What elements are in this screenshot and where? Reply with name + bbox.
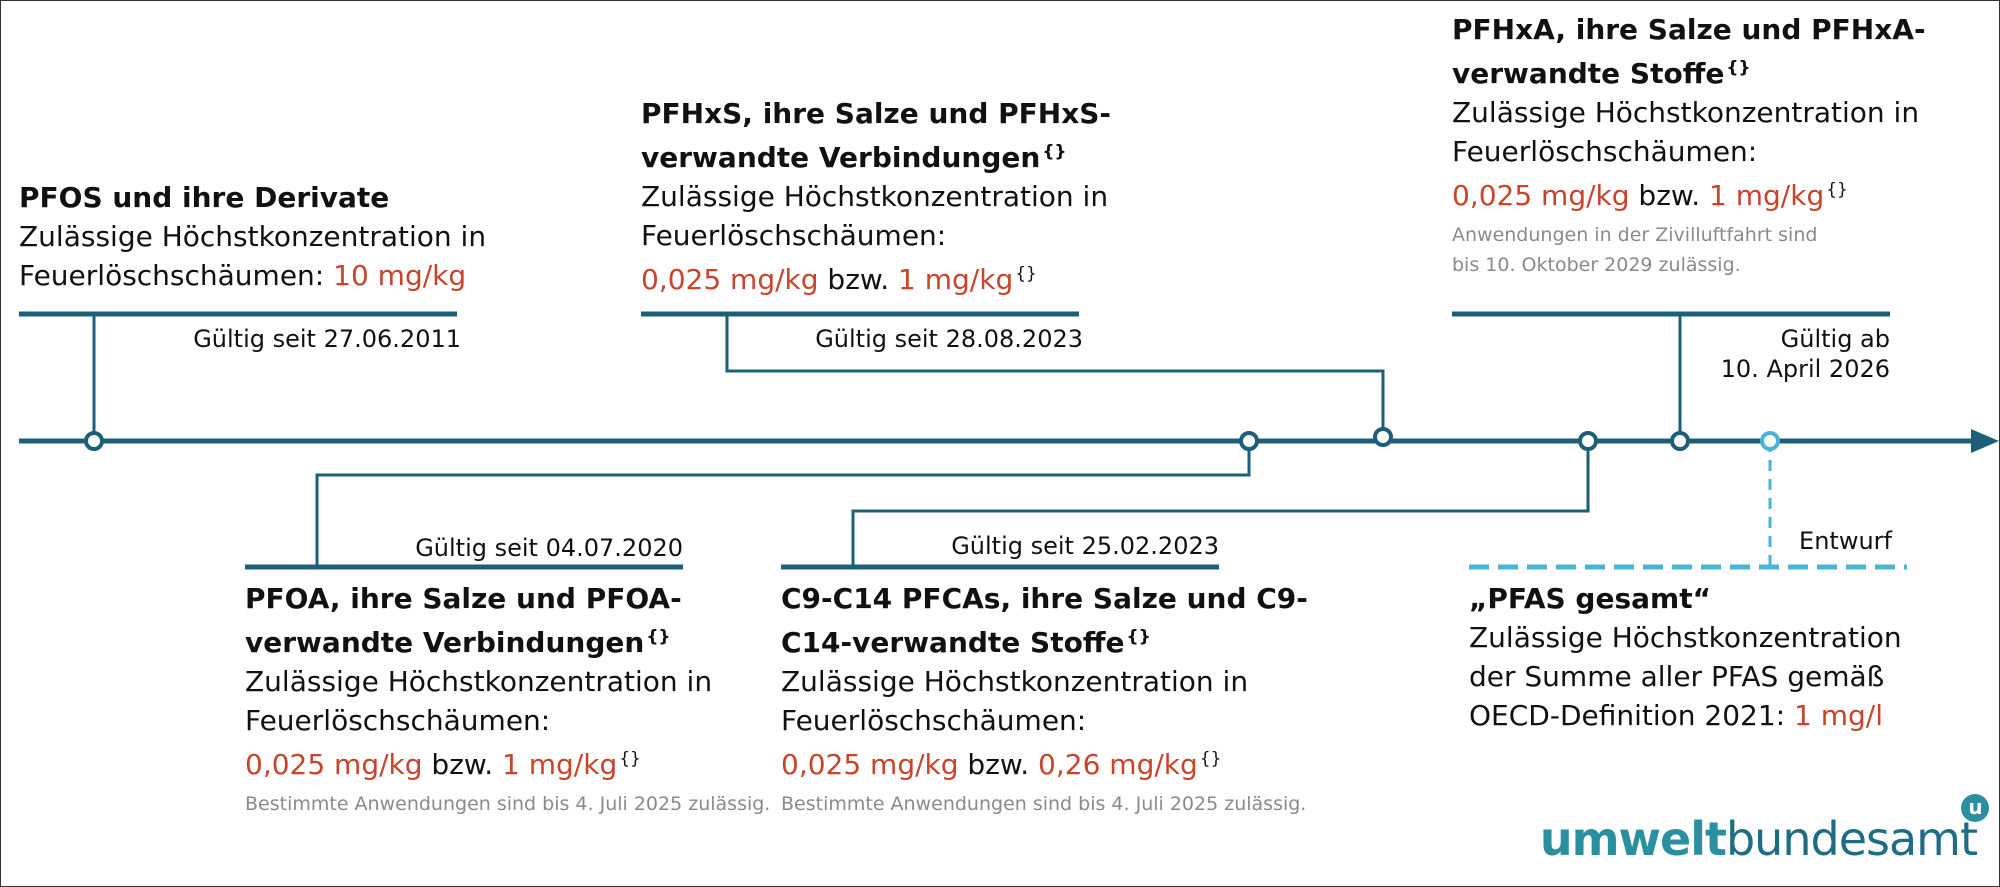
pfoa-value-1: 0,025 mg/kg — [245, 748, 423, 781]
pfos-text-b-line: Feuerlöschschäumen: 10 mg/kg — [19, 256, 486, 295]
pfos-entry: PFOS und ihre Derivate Zulässige Höchstk… — [19, 178, 486, 295]
pfhxs-entry: PFHxS, ihre Salze und PFHxS- verwandte V… — [641, 94, 1111, 299]
pfos-text-a: Zulässige Höchstkonzentration in — [19, 220, 487, 253]
c9c14-value-1: 0,025 mg/kg — [781, 748, 959, 781]
c9c14-title-b-line: C14-verwandte Stoffe{} — [781, 618, 1308, 662]
pfas-text-c: OECD-Definition 2021: — [1469, 699, 1795, 732]
pfas-text-c-line: OECD-Definition 2021: 1 mg/l — [1469, 696, 1902, 735]
footnote-marker: {} — [619, 749, 641, 769]
pfos-marker — [84, 431, 104, 451]
pfoa-title-b: verwandte Verbindungen — [245, 626, 645, 659]
footnote-marker: {} — [1042, 142, 1067, 162]
pfoa-text-a: Zulässige Höchstkonzentration in — [245, 665, 713, 698]
c9c14-values: 0,025 mg/kg bzw. 0,26 mg/kg{} — [781, 740, 1308, 784]
c9c14-valid: Gültig seit 25.02.2023 — [951, 532, 1219, 560]
pfoa-values: 0,025 mg/kg bzw. 1 mg/kg{} — [245, 740, 770, 784]
pfhxs-valid: Gültig seit 28.08.2023 — [815, 325, 1083, 353]
pfas-marker — [1760, 431, 1780, 451]
pfhxa-title-b: verwandte Stoffe — [1452, 57, 1725, 90]
pfhxa-entry: PFHxA, ihre Salze und PFHxA- verwandte S… — [1452, 10, 1926, 277]
pfhxa-text-b: Feuerlöschschäumen: — [1452, 135, 1758, 168]
logo-badge-icon: u — [1961, 794, 1989, 822]
footnote-marker: {} — [1015, 264, 1037, 284]
pfoa-sep: bzw. — [422, 748, 503, 781]
pfhxa-value-2: 1 mg/kg — [1709, 179, 1825, 212]
pfoa-text-b: Feuerlöschschäumen: — [245, 704, 551, 737]
pfhxa-values: 0,025 mg/kg bzw. 1 mg/kg{} — [1452, 171, 1926, 215]
footnote-marker: {} — [1726, 58, 1751, 78]
pfas-status: Entwurf — [1799, 527, 1892, 555]
pfhxa-text-a: Zulässige Höchstkonzentration in — [1452, 96, 1920, 129]
pfhxs-value-2: 1 mg/kg — [898, 263, 1014, 296]
umweltbundesamt-logo: umweltbundesamt u — [1539, 794, 1989, 866]
c9c14-title-a: C9-C14 PFCAs, ihre Salze und C9- — [781, 582, 1308, 615]
pfhxa-valid-b: 10. April 2026 — [1720, 355, 1890, 383]
pfoa-entry: PFOA, ihre Salze und PFOA- verwandte Ver… — [245, 579, 770, 822]
c9c14-note: Bestimmte Anwendungen sind bis 4. Juli 2… — [781, 793, 1307, 815]
pfoa-title-b-line: verwandte Verbindungen{} — [245, 618, 770, 662]
c9c14-title-b: C14-verwandte Stoffe — [781, 626, 1125, 659]
pfoa-marker — [1239, 431, 1259, 451]
pfhxs-value-1: 0,025 mg/kg — [641, 263, 819, 296]
c9c14-text-a: Zulässige Höchstkonzentration in — [781, 665, 1249, 698]
pfoa-valid: Gültig seit 04.07.2020 — [415, 534, 683, 562]
pfhxs-title-b: verwandte Verbindungen — [641, 141, 1041, 174]
pfas-value: 1 mg/l — [1794, 699, 1884, 732]
pfoa-title-a: PFOA, ihre Salze und PFOA- — [245, 582, 682, 615]
c9c14-sep: bzw. — [958, 748, 1039, 781]
logo-part-bold: umwelt — [1539, 812, 1727, 866]
pfas-title: „PFAS gesamt“ — [1469, 582, 1711, 615]
pfhxs-sep: bzw. — [818, 263, 899, 296]
footnote-marker: {} — [1199, 749, 1222, 769]
footnote-marker: {} — [646, 627, 671, 647]
c9c14-entry: C9-C14 PFCAs, ihre Salze und C9- C14-ver… — [781, 579, 1308, 822]
footnote-marker: {} — [1826, 180, 1848, 200]
pfos-value: 10 mg/kg — [333, 259, 467, 292]
pfoa-connector — [315, 441, 1251, 567]
logo-part-regular: bundesamt — [1725, 812, 1978, 866]
footnote-marker: {} — [1126, 627, 1151, 647]
pfhxa-title-a: PFHxA, ihre Salze und PFHxA- — [1452, 13, 1926, 46]
pfas-text-a: Zulässige Höchstkonzentration — [1469, 621, 1902, 654]
pfos-text-b: Feuerlöschschäumen: — [19, 259, 334, 292]
pfhxa-sep: bzw. — [1629, 179, 1710, 212]
pfos-valid: Gültig seit 27.06.2011 — [193, 325, 461, 353]
pfhxs-connector — [725, 314, 1385, 437]
pfhxa-marker — [1670, 431, 1690, 451]
pfhxa-note-a: Anwendungen in der Zivilluftfahrt sind — [1452, 224, 1818, 246]
pfhxs-title-a: PFHxS, ihre Salze und PFHxS- — [641, 97, 1112, 130]
pfhxs-text-a: Zulässige Höchstkonzentration in — [641, 180, 1109, 213]
c9c14-value-2: 0,26 mg/kg — [1038, 748, 1198, 781]
c9c14-marker — [1578, 431, 1598, 451]
pfas-entry: „PFAS gesamt“ Zulässige Höchstkonzentrat… — [1469, 579, 1902, 735]
pfas-text-b: der Summe aller PFAS gemäß — [1469, 660, 1885, 693]
pfhxs-text-b: Feuerlöschschäumen: — [641, 219, 947, 252]
pfoa-note: Bestimmte Anwendungen sind bis 4. Juli 2… — [245, 793, 771, 815]
timeline-arrow-head — [1971, 429, 1999, 453]
pfhxa-value-1: 0,025 mg/kg — [1452, 179, 1630, 212]
c9c14-text-b: Feuerlöschschäumen: — [781, 704, 1087, 737]
pfhxa-note-b: bis 10. Oktober 2029 zulässig. — [1452, 254, 1741, 276]
pfhxs-title-b-line: verwandte Verbindungen{} — [641, 133, 1111, 177]
pfhxa-valid-a: Gültig ab — [1780, 325, 1890, 353]
pfhxa-title-b-line: verwandte Stoffe{} — [1452, 49, 1926, 93]
pfhxs-marker — [1373, 427, 1393, 447]
pfoa-value-2: 1 mg/kg — [502, 748, 618, 781]
pfos-title: PFOS und ihre Derivate — [19, 181, 390, 214]
c9c14-connector — [851, 441, 1590, 567]
pfhxs-values: 0,025 mg/kg bzw. 1 mg/kg{} — [641, 255, 1111, 299]
